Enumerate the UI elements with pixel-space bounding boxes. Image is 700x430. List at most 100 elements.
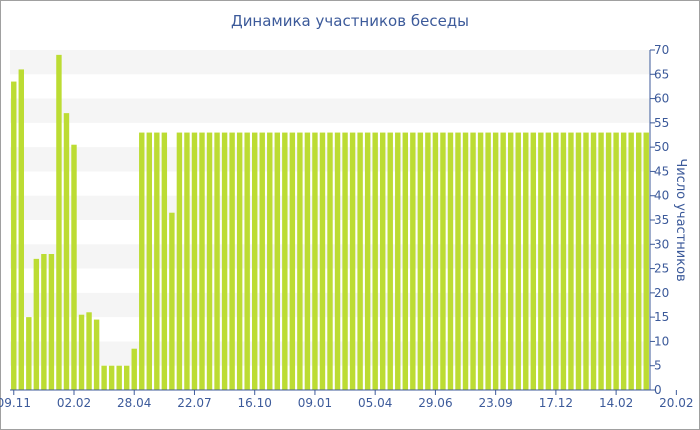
y-tick-label: 20 [654,286,669,300]
bar[interactable] [229,132,235,390]
bar[interactable] [221,132,228,390]
bar[interactable] [492,132,499,390]
bar[interactable] [312,132,318,390]
bar[interactable] [334,132,341,390]
bar[interactable] [297,132,303,390]
bar[interactable] [267,132,273,390]
bar[interactable] [146,132,152,390]
bar[interactable] [41,254,47,390]
bar[interactable] [455,132,461,390]
bar[interactable] [605,132,612,390]
bar[interactable] [410,132,416,390]
x-axis-ticks: 09.11 02.02 28.04 22.07 16.10 09.01 05.04 29.06… [0,390,694,410]
bar[interactable] [282,132,288,390]
x-tick-label: 22.07 [177,396,211,410]
bar[interactable] [236,132,243,390]
bar[interactable] [48,254,55,390]
bar[interactable] [372,132,378,390]
bar[interactable] [462,132,469,390]
bar[interactable] [598,132,604,390]
bar[interactable] [199,132,205,390]
x-tick-label: 17.12 [539,396,573,410]
bar[interactable] [628,132,634,390]
bar[interactable] [71,144,77,390]
bar[interactable] [380,132,386,390]
bar[interactable] [636,132,642,390]
bar[interactable] [432,132,439,390]
bar[interactable] [252,132,258,390]
bar[interactable] [78,314,85,390]
chart-title: Динамика участников беседы [230,12,470,30]
bar[interactable] [327,132,333,390]
bar[interactable] [139,132,145,390]
bar[interactable] [18,69,24,391]
bar[interactable] [364,132,371,390]
bar[interactable] [440,132,446,390]
bar[interactable] [214,132,220,390]
bar[interactable] [244,132,250,390]
bar[interactable] [274,132,280,390]
bar[interactable] [184,132,190,390]
bar[interactable] [515,132,521,390]
bar[interactable] [108,365,115,390]
bar[interactable] [500,132,506,390]
bar[interactable] [26,317,32,390]
bar[interactable] [86,312,92,390]
bar[interactable] [417,132,424,390]
bar[interactable] [590,132,597,390]
bar[interactable] [131,348,137,390]
bar[interactable] [206,132,213,390]
bar[interactable] [289,132,296,390]
bar[interactable] [101,365,107,390]
bar[interactable] [620,132,627,390]
bar[interactable] [176,132,183,390]
bar[interactable] [560,132,567,390]
bar[interactable] [470,132,476,390]
bar[interactable] [304,132,311,390]
bar[interactable] [161,132,168,390]
bar[interactable] [530,132,536,390]
y-tick-label: 50 [654,140,669,154]
bar[interactable] [485,132,491,390]
bar[interactable] [402,132,408,390]
bar[interactable] [154,132,160,390]
bar[interactable] [169,212,175,390]
bar[interactable] [387,132,393,390]
bar[interactable] [477,132,484,390]
bar[interactable] [583,132,589,390]
bar[interactable] [116,365,122,390]
bar[interactable] [447,132,454,390]
bar[interactable] [319,132,326,390]
x-tick-label: 05.04 [358,396,392,410]
bar[interactable] [63,113,70,390]
x-tick-label: 09.01 [298,396,332,410]
x-tick-label: 20.02 [659,396,693,410]
bar[interactable] [613,132,619,390]
bar[interactable] [425,132,431,390]
bar[interactable] [191,132,198,390]
bar[interactable] [56,54,62,391]
bar[interactable] [568,132,574,390]
bar[interactable] [523,132,529,390]
bar[interactable] [395,132,401,390]
bar[interactable] [349,132,356,390]
bar[interactable] [545,132,552,390]
y-tick-label: 55 [654,116,669,130]
bar[interactable] [93,319,100,390]
bar[interactable] [643,132,649,390]
bar[interactable] [508,132,514,390]
bar[interactable] [124,365,130,390]
bar[interactable] [538,132,544,390]
bar[interactable] [357,132,363,390]
bar[interactable] [575,132,582,390]
bar[interactable] [11,81,17,390]
bar[interactable] [553,132,559,390]
bar[interactable] [33,258,40,390]
bar[interactable] [259,132,265,390]
y-tick-label: 15 [654,310,669,324]
bar[interactable] [342,132,348,390]
y-tick-label: 5 [654,359,662,373]
y-tick-label: 65 [654,67,669,81]
y-tick-label: 25 [654,262,669,276]
